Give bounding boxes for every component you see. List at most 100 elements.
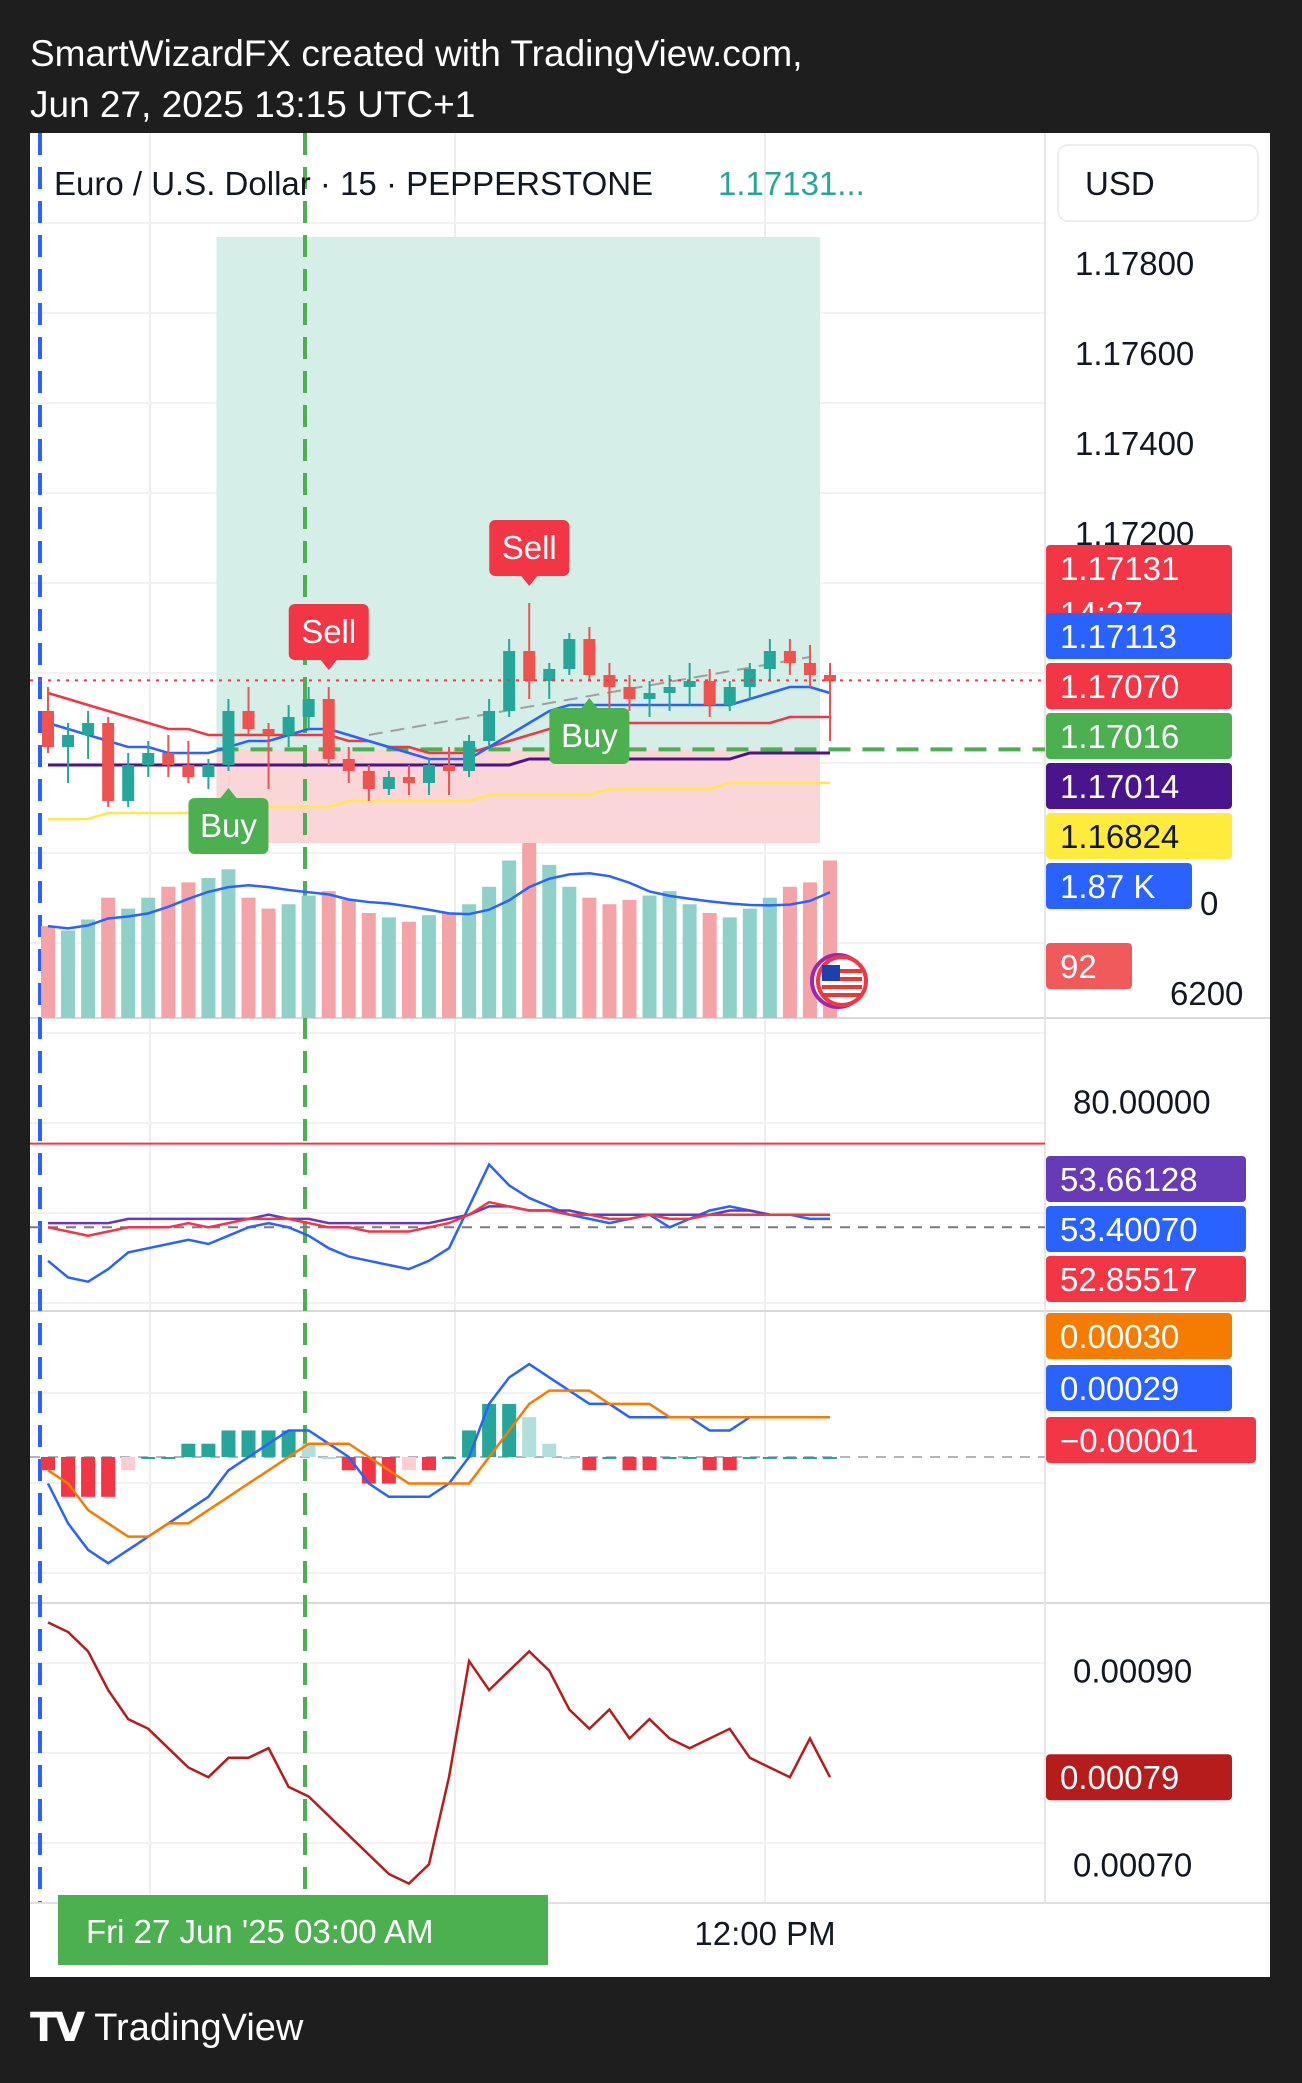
volume-bar bbox=[602, 904, 617, 1018]
macd-histogram-bar bbox=[742, 1457, 757, 1459]
volume-bar bbox=[582, 897, 597, 1018]
volume-bar bbox=[401, 921, 416, 1018]
macd-label-text: −0.00001 bbox=[1060, 1422, 1199, 1459]
candle-body bbox=[382, 777, 395, 789]
header-date: Jun 27, 2025 13:15 UTC+1 bbox=[30, 84, 476, 125]
flag-stripe bbox=[822, 969, 862, 973]
volume-bar bbox=[381, 917, 396, 1018]
volume-bar bbox=[281, 904, 296, 1018]
volume-bar bbox=[722, 917, 737, 1018]
rsi-label-text: 53.40070 bbox=[1060, 1211, 1198, 1248]
volume-bar bbox=[141, 897, 156, 1018]
volume-bar bbox=[201, 878, 216, 1018]
signal-label: Sell bbox=[502, 529, 557, 566]
candle-body bbox=[422, 765, 435, 783]
price-label-box bbox=[1046, 813, 1232, 859]
price-label: 1.17014 bbox=[1046, 763, 1232, 809]
volume-bar bbox=[301, 895, 316, 1018]
ma-mid-line bbox=[47, 691, 830, 755]
signal-label: Sell bbox=[301, 613, 356, 650]
macd-histogram-bar bbox=[241, 1430, 256, 1457]
macd-histogram-bar bbox=[421, 1457, 436, 1471]
rsi-signal-line bbox=[47, 1200, 830, 1237]
flag-stripe bbox=[822, 993, 862, 997]
currency-button[interactable]: USD bbox=[1057, 144, 1259, 222]
signal-label: Buy bbox=[561, 717, 618, 754]
price-label-text: 1.16824 bbox=[1060, 818, 1179, 855]
volume-bar bbox=[121, 908, 136, 1018]
buy-signal: Buy bbox=[188, 788, 269, 854]
footer-brand: TradingView bbox=[94, 2006, 304, 2049]
macd-histogram-bar bbox=[161, 1457, 176, 1459]
macd-histogram-bar bbox=[321, 1457, 336, 1459]
flag-stripe bbox=[822, 985, 862, 989]
candle-body bbox=[42, 711, 54, 747]
volume-bar bbox=[61, 930, 76, 1018]
rsi-label-box bbox=[1046, 1206, 1246, 1252]
price-label-text: 1.17014 bbox=[1060, 768, 1179, 805]
candle-body bbox=[162, 753, 175, 765]
macd-histogram-bar bbox=[722, 1457, 737, 1471]
candle-body bbox=[102, 723, 115, 801]
price-label-box bbox=[1046, 713, 1232, 759]
volume-bar bbox=[702, 913, 717, 1018]
header-last-price: 1.17131... bbox=[718, 165, 865, 202]
macd-histogram-bar bbox=[823, 1457, 837, 1459]
sell-signal: Sell bbox=[489, 520, 570, 586]
atr-axis-tick: 0.00090 bbox=[1073, 1653, 1192, 1690]
candle-body bbox=[763, 651, 776, 669]
volume-bar bbox=[181, 882, 196, 1018]
candle-body bbox=[62, 735, 75, 747]
ma-slow-line bbox=[48, 751, 830, 767]
currency-button-label: USD bbox=[1085, 165, 1155, 202]
macd-histogram-bar bbox=[101, 1457, 116, 1497]
volume-bar bbox=[81, 919, 96, 1018]
candle-body bbox=[182, 765, 195, 777]
price-label-box bbox=[1046, 613, 1232, 659]
candle-body bbox=[583, 639, 596, 675]
price-label: 1.17070 bbox=[1046, 663, 1232, 709]
take-profit-zone bbox=[216, 237, 820, 750]
header-author: SmartWizardFX created with TradingView.c… bbox=[30, 33, 803, 74]
candle-body bbox=[262, 729, 275, 735]
volume-bar bbox=[742, 908, 757, 1018]
rsi-label-box bbox=[1046, 1256, 1246, 1302]
candle-body bbox=[643, 693, 656, 699]
chart-canvas[interactable]: Buy Buy Sell Sell Euro / U.S. Dollar · 15 · … bbox=[30, 133, 1270, 1977]
volume-bar bbox=[261, 908, 276, 1018]
price-label-text: 1.17070 bbox=[1060, 668, 1179, 705]
selected-time-text: Fri 27 Jun '25 03:00 AM bbox=[86, 1913, 434, 1950]
macd-label-text: 0.00030 bbox=[1060, 1318, 1179, 1355]
price-label-text: 1.87 K bbox=[1060, 868, 1155, 905]
candle-body bbox=[483, 711, 496, 741]
tradingview-logo-icon: TV bbox=[30, 2005, 85, 2051]
atr-value-label: 0.00079 bbox=[1046, 1754, 1232, 1801]
selected-time-box bbox=[58, 1895, 548, 1965]
volume-bar bbox=[442, 913, 457, 1018]
signal-pointer bbox=[320, 660, 337, 670]
buy-signal: Buy bbox=[549, 698, 630, 764]
macd-histogram-bar bbox=[622, 1457, 637, 1471]
macd-histogram-bar bbox=[181, 1443, 196, 1457]
price-axis-tick: 6200 bbox=[1170, 975, 1243, 1012]
volume-bar bbox=[762, 897, 777, 1018]
chart-frame[interactable]: Buy Buy Sell Sell Euro / U.S. Dollar · 15 · … bbox=[30, 133, 1270, 1977]
macd-histogram-bar bbox=[782, 1457, 797, 1459]
volume-ma-line bbox=[47, 872, 831, 930]
atr-label-box bbox=[1046, 1754, 1232, 1801]
candle-body bbox=[222, 711, 235, 765]
rsi-axis-tick: 80.00000 bbox=[1073, 1084, 1211, 1121]
volume-bar bbox=[662, 891, 677, 1018]
volume-bar bbox=[421, 915, 436, 1018]
macd-histogram-bar bbox=[762, 1457, 777, 1459]
signal-label: Buy bbox=[200, 807, 257, 844]
price-label-text: 1.17016 bbox=[1060, 718, 1179, 755]
volume-bar bbox=[542, 864, 557, 1018]
volume-bar bbox=[482, 886, 497, 1018]
flag-canton bbox=[822, 965, 840, 981]
macd-signal-line bbox=[47, 1389, 830, 1538]
volume-bar bbox=[41, 926, 55, 1018]
currency-button-box bbox=[1057, 144, 1259, 222]
price-label-text: 1.17113 bbox=[1060, 618, 1177, 655]
candle-body bbox=[824, 675, 836, 681]
